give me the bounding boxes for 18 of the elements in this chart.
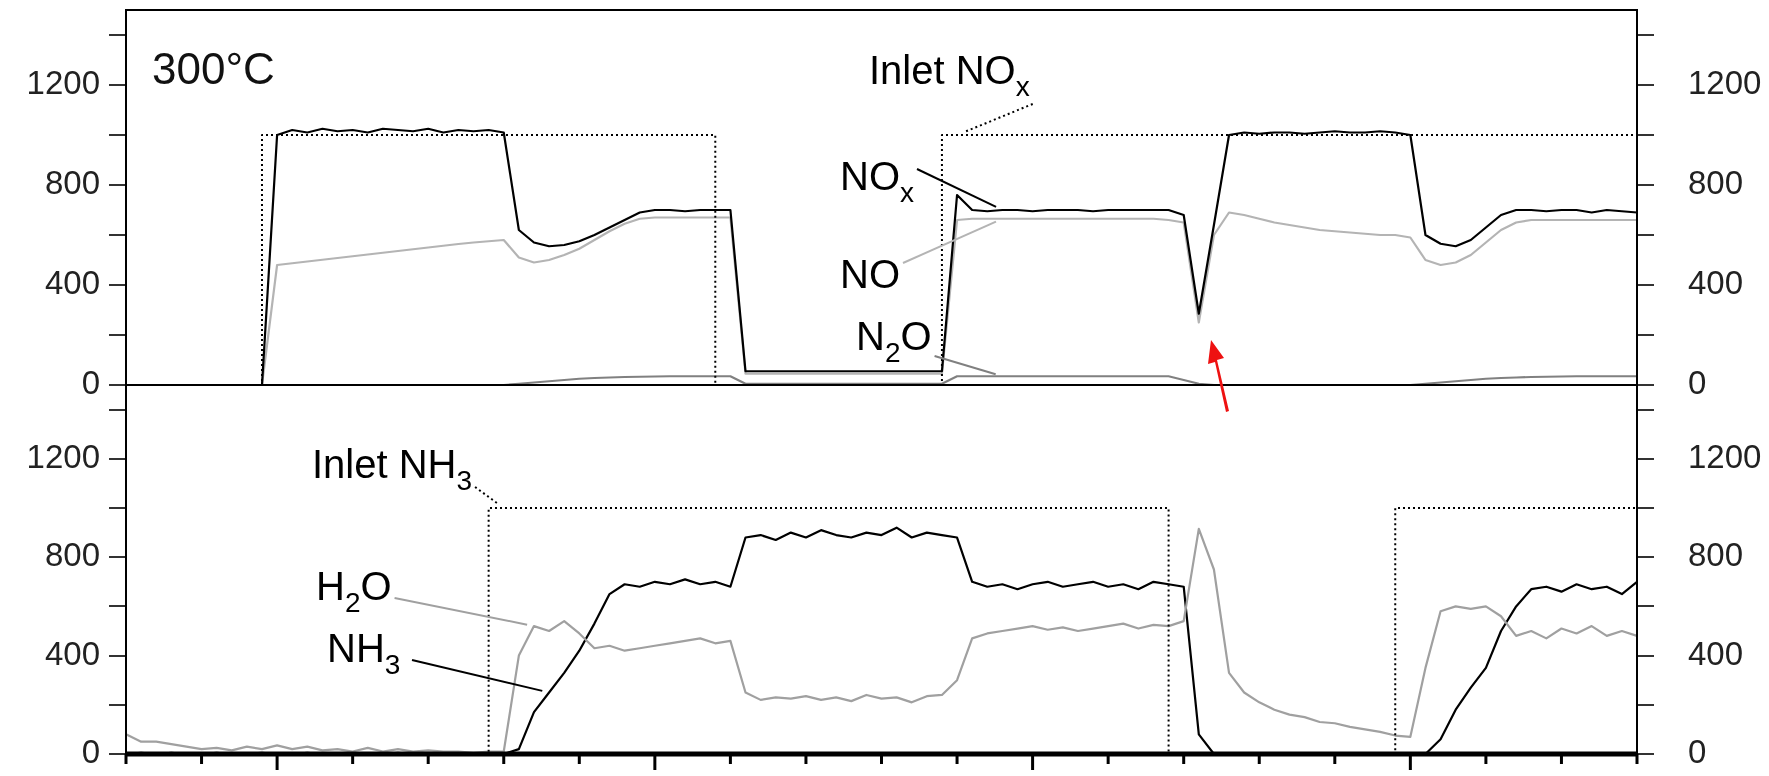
y-tick-label: 400	[44, 264, 100, 302]
series-label: NO	[840, 252, 900, 296]
y2-tick-label: 800	[1688, 164, 1744, 202]
y-tick-label: 800	[44, 536, 100, 574]
y-tick-label: 1200	[26, 64, 100, 102]
y-tick-label: 0	[81, 364, 100, 402]
y-tick-label: 0	[81, 733, 100, 771]
y2-tick-label: 1200	[1688, 437, 1762, 475]
annotation: 300°C	[152, 44, 275, 93]
y2-tick-label: 800	[1688, 536, 1744, 574]
y2-tick-label: 0	[1688, 733, 1707, 771]
y2-tick-label: 0	[1688, 364, 1707, 402]
y-tick-label: 400	[44, 634, 100, 672]
y2-tick-label: 400	[1688, 634, 1744, 672]
y-tick-label: 1200	[26, 437, 100, 475]
y2-tick-label: 1200	[1688, 64, 1762, 102]
y-tick-label: 800	[44, 164, 100, 202]
y2-tick-label: 400	[1688, 264, 1744, 302]
